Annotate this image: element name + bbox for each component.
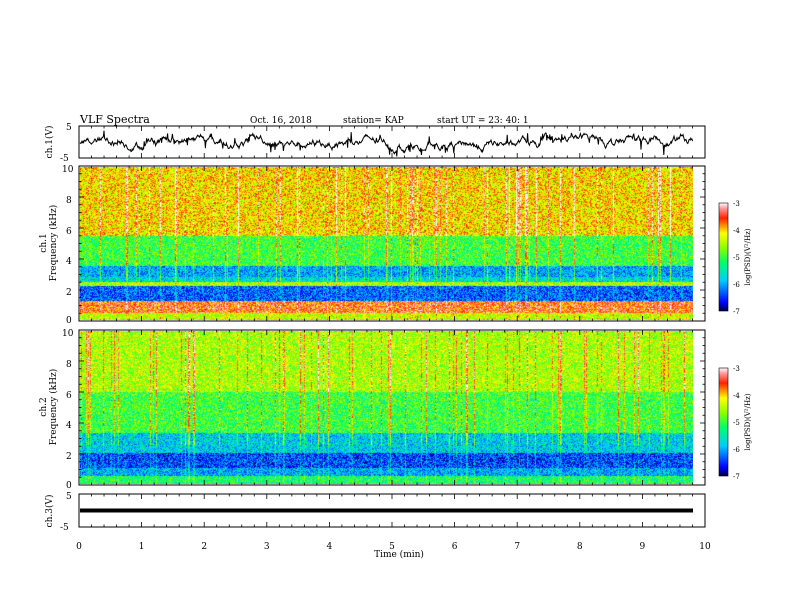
cbar-tick: -5 [733,419,740,427]
ytick-label: 4 [66,257,72,267]
ch1-colorbar-label: log(PSD)(V²/Hz) [744,228,752,285]
ch1-spectrogram-image [80,167,693,320]
date-label: Oct. 16, 2018 [250,116,312,126]
xtick-label: 3 [264,542,270,552]
cbar-tick: -7 [733,473,740,481]
ytick-label: 0 [66,481,72,491]
cbar-tick: -3 [733,365,740,373]
ch1-colorbar-gradient [718,202,729,312]
ytick-label: 0 [66,316,72,326]
ytick-label: 2 [66,288,72,298]
ytick-label: 8 [66,360,72,370]
ch3-waveform-ylabel: ch.3(V) [44,495,55,528]
ytick-label: 10 [62,329,74,339]
xtick-label: 8 [577,542,583,552]
cbar-tick: -6 [733,281,740,289]
xtick-label: 1 [139,542,145,552]
ytick-label: 2 [66,452,72,462]
ch1-waveform-ylabel: ch.1(V) [44,126,55,159]
ch1-spec-yticks: 0 2 4 6 8 10 [62,165,74,326]
x-axis-label: Time (min) [374,549,424,560]
cbar-tick: -4 [733,227,740,235]
ch1-waveform-line [79,130,694,157]
xtick-label: 0 [76,542,82,552]
ch2-channel-label: ch.2 [39,397,49,416]
figure-title: VLF Spectra [79,113,150,126]
ytick-label: 4 [66,421,72,431]
start-time-label: start UT = 23: 40: 1 [437,116,529,126]
ytick-label: 6 [66,391,72,401]
cbar-tick: -5 [733,254,740,262]
axis-ticks [78,126,706,527]
ch3-ytick-top: 5 [66,492,72,502]
station-label: station= KAP [343,116,404,126]
xtick-label: 4 [327,542,333,552]
x-tick-labels: 0 1 2 3 4 5 6 7 8 9 10 [76,542,711,552]
cbar-tick: -7 [733,308,740,316]
ytick-label: 8 [66,196,72,206]
ch1-ytick-bottom: -5 [60,154,69,164]
ch2-colorbar-gradient [718,367,729,477]
ch2-colorbar-label: log(PSD)(V²/Hz) [744,393,752,450]
ch2-colorbar: -3 -4 -5 -6 -7 log(PSD)(V²/Hz) [718,365,752,481]
ch1-spec-ylabel: Frequency (kHz) [48,205,59,282]
cbar-tick: -4 [733,392,740,400]
cbar-tick: -6 [733,446,740,454]
cbar-tick: -3 [733,200,740,208]
xtick-label: 5 [389,542,395,552]
xtick-label: 2 [201,542,207,552]
xtick-label: 7 [514,542,520,552]
ch2-spec-yticks: 0 2 4 6 8 10 [62,329,74,491]
xtick-label: 6 [452,542,458,552]
ch1-channel-label: ch.1 [39,233,49,252]
ytick-label: 6 [66,227,72,237]
xtick-label: 10 [699,542,711,552]
ch1-ytick-top: 5 [66,123,72,133]
xtick-label: 9 [640,542,646,552]
ytick-label: 10 [62,165,74,175]
ch2-spec-ylabel: Frequency (kHz) [48,369,59,446]
ch1-colorbar: -3 -4 -5 -6 -7 log(PSD)(V²/Hz) [718,200,752,316]
ch2-spectrogram-image [80,331,693,484]
ch3-ytick-bottom: -5 [60,523,69,533]
